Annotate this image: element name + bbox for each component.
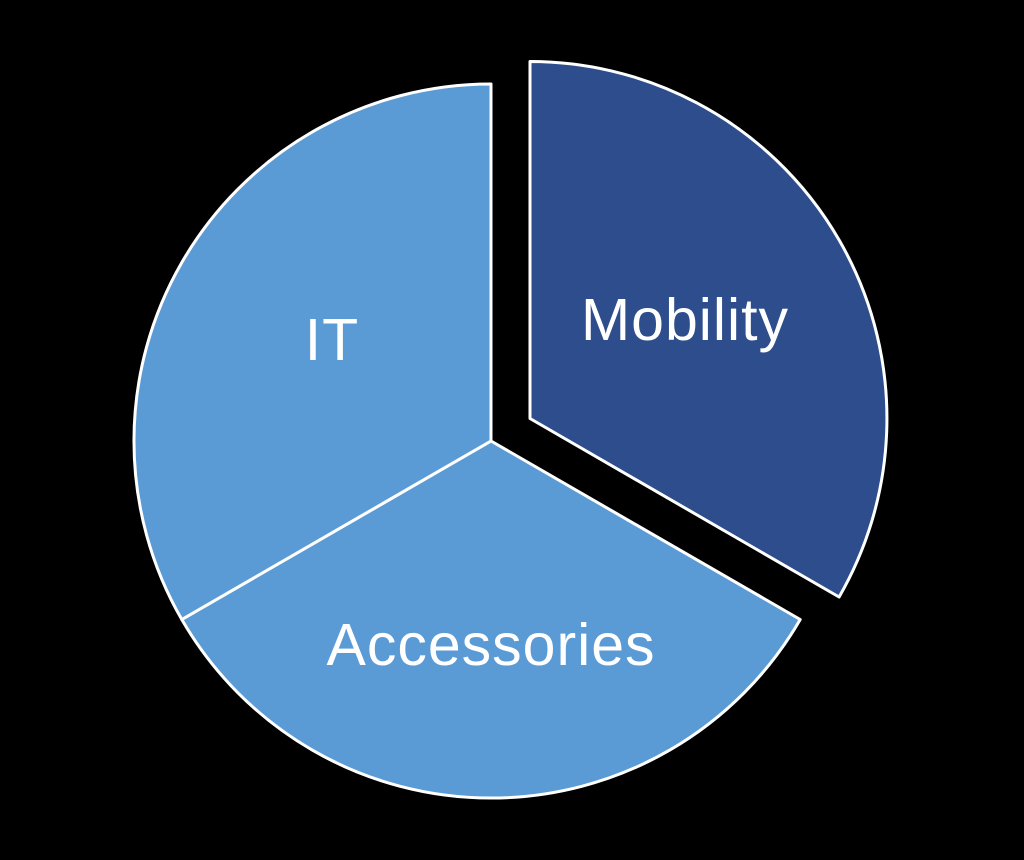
pie-slice-it — [132, 82, 493, 621]
slice-label-accessories: Accessories — [326, 612, 655, 678]
slice-label-mobility: Mobility — [581, 287, 789, 353]
pie-slice-mobility — [528, 60, 889, 599]
slice-label-it: IT — [305, 307, 359, 373]
